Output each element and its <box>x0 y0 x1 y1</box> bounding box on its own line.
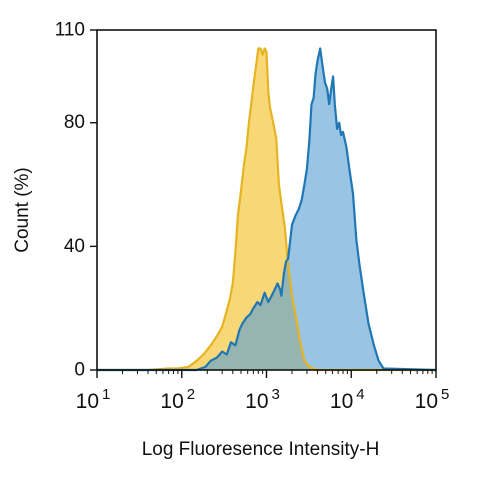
y-tick-label: 40 <box>64 236 85 257</box>
series-2-line <box>97 47 437 372</box>
axes: 0 40 80 110 10 1 10 2 10 3 10 4 10 5 <box>55 20 450 414</box>
y-tick-label: 80 <box>64 112 85 133</box>
y-axis-title: Count (%) <box>12 167 33 253</box>
x-axis-title: Log Fluoresence Intensity-H <box>142 439 380 460</box>
x-tick-label: 10 4 <box>330 386 365 413</box>
x-tick-label: 10 1 <box>76 386 111 413</box>
series-1-line <box>97 47 436 372</box>
x-tick-label: 10 2 <box>160 386 195 413</box>
series-1-area <box>97 48 436 370</box>
plot-area <box>97 47 437 372</box>
series-2-area <box>97 48 436 370</box>
x-tick-label: 10 5 <box>415 386 450 413</box>
x-tick-label: 10 3 <box>245 386 280 413</box>
y-tick-label: 0 <box>74 360 85 381</box>
y-tick-label: 110 <box>55 20 85 41</box>
